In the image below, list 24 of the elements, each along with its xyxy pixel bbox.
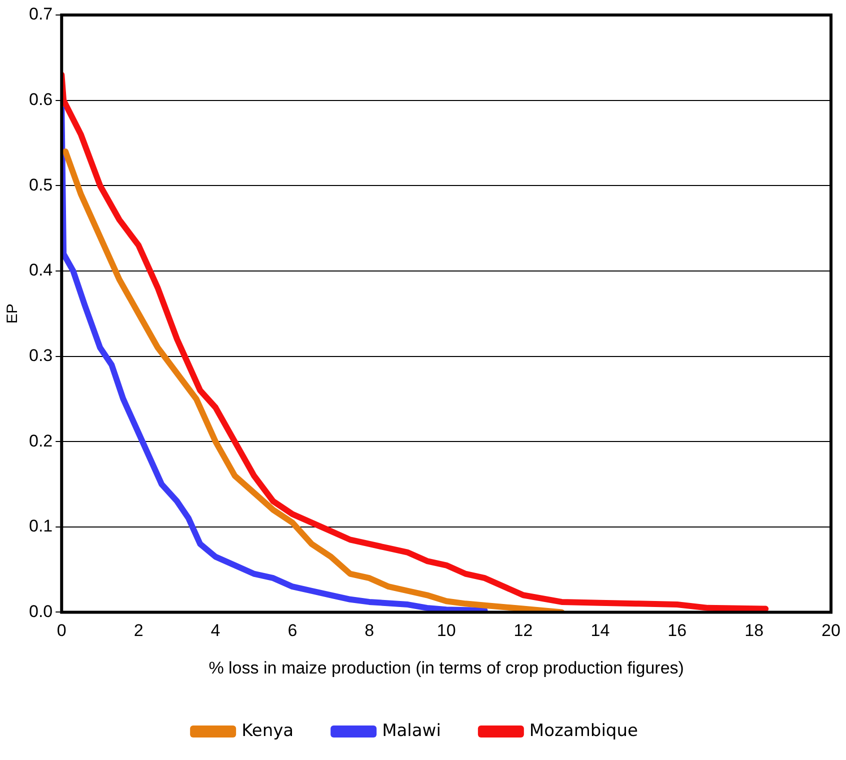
x-tick-label: 6 xyxy=(288,621,298,640)
y-tick-label: 0.0 xyxy=(28,602,53,621)
x-tick-label: 2 xyxy=(134,621,144,640)
x-axis-title: % loss in maize production (in terms of crop production figures) xyxy=(208,658,684,678)
y-tick-label: 0.4 xyxy=(28,260,53,280)
y-tick-label: 0.1 xyxy=(28,516,53,536)
y-tick-label: 0.7 xyxy=(28,4,53,24)
x-tick-label: 8 xyxy=(364,621,374,640)
x-tick-label: 20 xyxy=(822,621,840,640)
y-tick-label: 0.2 xyxy=(28,431,53,450)
legend-label: Kenya xyxy=(242,720,294,741)
y-tick-label: 0.3 xyxy=(28,346,53,365)
y-axis-title: EP xyxy=(4,304,22,324)
x-tick-label: 10 xyxy=(436,621,456,640)
x-tick-label: 4 xyxy=(210,621,220,640)
y-tick-label: 0.6 xyxy=(28,90,53,109)
x-tick-label: 14 xyxy=(590,621,610,640)
x-tick-label: 12 xyxy=(514,621,533,640)
legend-label: Malawi xyxy=(382,720,441,741)
y-tick-label: 0.5 xyxy=(28,175,53,194)
legend-label: Mozambique xyxy=(529,720,638,741)
x-tick-label: 16 xyxy=(668,621,687,640)
x-tick-label: 0 xyxy=(56,621,66,640)
x-tick-label: 18 xyxy=(744,621,764,640)
